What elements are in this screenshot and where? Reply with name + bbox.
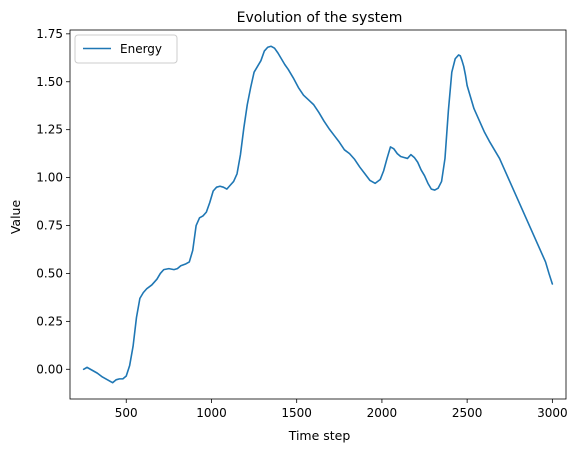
- series-layer: [82, 45, 554, 384]
- chart-title: Evolution of the system: [237, 10, 403, 26]
- x-tick-label: 2000: [367, 406, 398, 420]
- x-tick-label: 3000: [537, 406, 568, 420]
- x-tick-label: 500: [115, 406, 138, 420]
- series-line-energy: [82, 45, 554, 384]
- y-tick-label: 1.50: [36, 75, 63, 89]
- y-tick-label: 1.00: [36, 171, 63, 185]
- y-tick-label: 0.25: [36, 314, 63, 328]
- y-tick-label: 1.75: [36, 27, 63, 41]
- y-tick-label: 0.50: [36, 266, 63, 280]
- x-tick-label: 1500: [281, 406, 312, 420]
- legend: Energy: [74, 34, 178, 64]
- plot-area: [69, 29, 567, 400]
- legend-frame: [74, 34, 178, 64]
- x-axis-label: Time step: [288, 428, 351, 443]
- y-axis: 0.00 0.25 0.50 0.75 1.00 1.25 1.50 1.75: [36, 27, 70, 376]
- x-tick-label: 1000: [196, 406, 227, 420]
- x-axis: 500 1000 1500 2000 2500 3000: [115, 399, 568, 420]
- y-tick-label: 0.75: [36, 219, 63, 233]
- x-tick-label: 2500: [452, 406, 483, 420]
- legend-entry-energy: Energy: [120, 42, 162, 56]
- y-tick-label: 0.00: [36, 362, 63, 376]
- y-tick-label: 1.25: [36, 123, 63, 137]
- plot-frame: [69, 29, 567, 400]
- y-axis-label: Value: [8, 200, 23, 235]
